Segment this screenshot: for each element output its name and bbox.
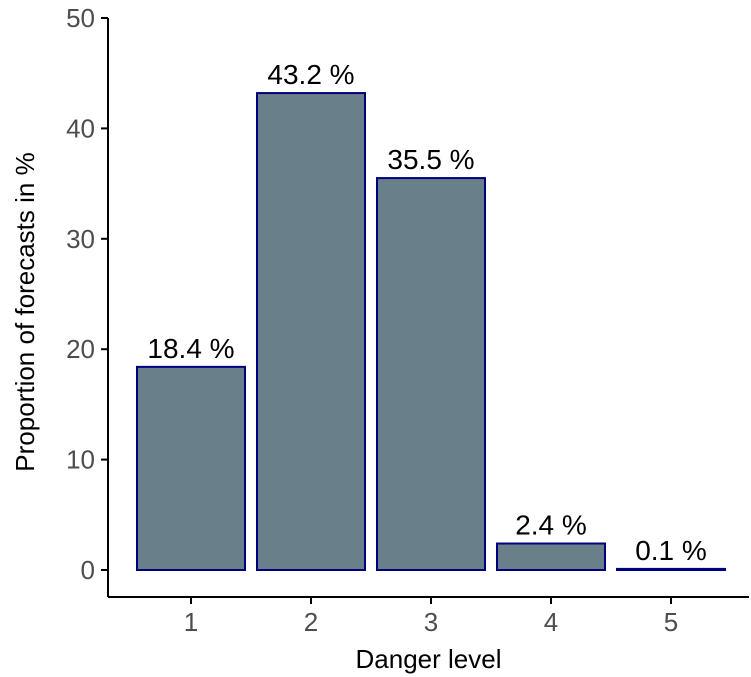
bar-2 xyxy=(256,92,366,572)
y-tick-label: 20 xyxy=(66,334,95,364)
y-tick-label: 0 xyxy=(81,555,95,585)
x-tick-label: 1 xyxy=(184,607,198,637)
y-tick-label: 10 xyxy=(66,445,95,475)
x-tick-label: 3 xyxy=(424,607,438,637)
bar-4 xyxy=(496,542,606,572)
data-label-5: 0.1 % xyxy=(635,535,707,566)
bar-labels-group: 18.4 % 43.2 % 35.5 % 2.4 % 0.1 % xyxy=(147,59,706,566)
bars-group xyxy=(136,92,726,572)
y-axis-title: Proportion of forecasts in % xyxy=(10,152,40,471)
data-label-3: 35.5 % xyxy=(387,144,474,175)
bar-1 xyxy=(136,365,246,572)
x-tick-label: 5 xyxy=(664,607,678,637)
bar-5 xyxy=(616,567,726,571)
y-tick-label: 30 xyxy=(66,224,95,254)
x-tick-label: 2 xyxy=(304,607,318,637)
data-label-2: 43.2 % xyxy=(267,59,354,90)
y-tick-label: 40 xyxy=(66,113,95,143)
y-tick-label: 50 xyxy=(66,3,95,33)
bar-3 xyxy=(376,177,486,572)
x-axis-ticks: 1 2 3 4 5 xyxy=(184,597,678,637)
y-axis-ticks: 0 10 20 30 40 50 xyxy=(66,3,108,585)
data-label-1: 18.4 % xyxy=(147,333,234,364)
x-tick-label: 4 xyxy=(544,607,558,637)
x-axis-title: Danger level xyxy=(356,644,502,674)
data-label-4: 2.4 % xyxy=(515,510,587,541)
